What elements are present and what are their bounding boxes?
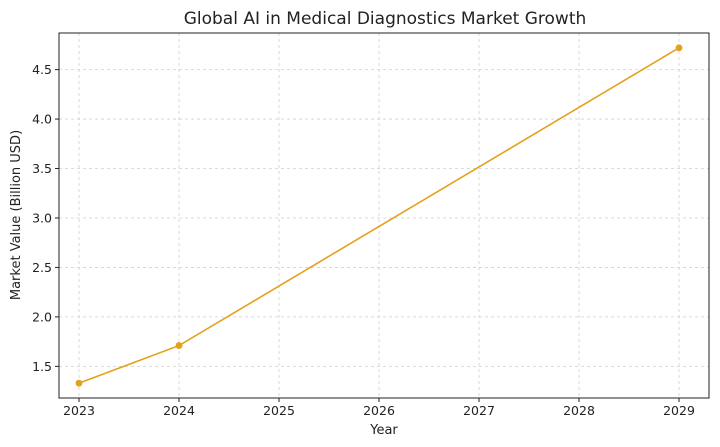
y-tick-label: 4.5 [32, 62, 52, 77]
y-tick-label: 2.5 [32, 260, 52, 275]
y-tick-label: 2.0 [32, 309, 52, 324]
x-tick-label: 2026 [363, 403, 395, 418]
data-point [675, 44, 683, 52]
chart-title: Global AI in Medical Diagnostics Market … [184, 9, 587, 29]
y-axis-label: Market Value (Billion USD) [9, 130, 24, 300]
data-point [75, 379, 83, 387]
plot-frame [58, 32, 710, 399]
data-point [175, 342, 183, 349]
x-tick-label: 2023 [63, 403, 95, 418]
y-tick-label: 4.0 [32, 112, 52, 127]
x-tick-label: 2027 [463, 403, 495, 418]
x-tick-label: 2028 [563, 403, 595, 418]
y-tick-label: 3.0 [32, 210, 52, 225]
x-tick-label: 2029 [663, 403, 695, 418]
y-tick-label: 3.5 [32, 161, 52, 176]
series-group [75, 44, 683, 387]
x-tick-label: 2025 [263, 403, 295, 418]
grid [59, 33, 709, 398]
y-tick-label: 1.5 [32, 359, 52, 374]
x-axis-label: Year [369, 423, 398, 438]
x-axis: 2023 2024 2025 2026 2027 2028 2029 [63, 398, 695, 418]
x-tick-label: 2024 [163, 403, 195, 418]
y-axis: 1.5 2.0 2.5 3.0 3.5 4.0 4.5 [32, 62, 59, 374]
